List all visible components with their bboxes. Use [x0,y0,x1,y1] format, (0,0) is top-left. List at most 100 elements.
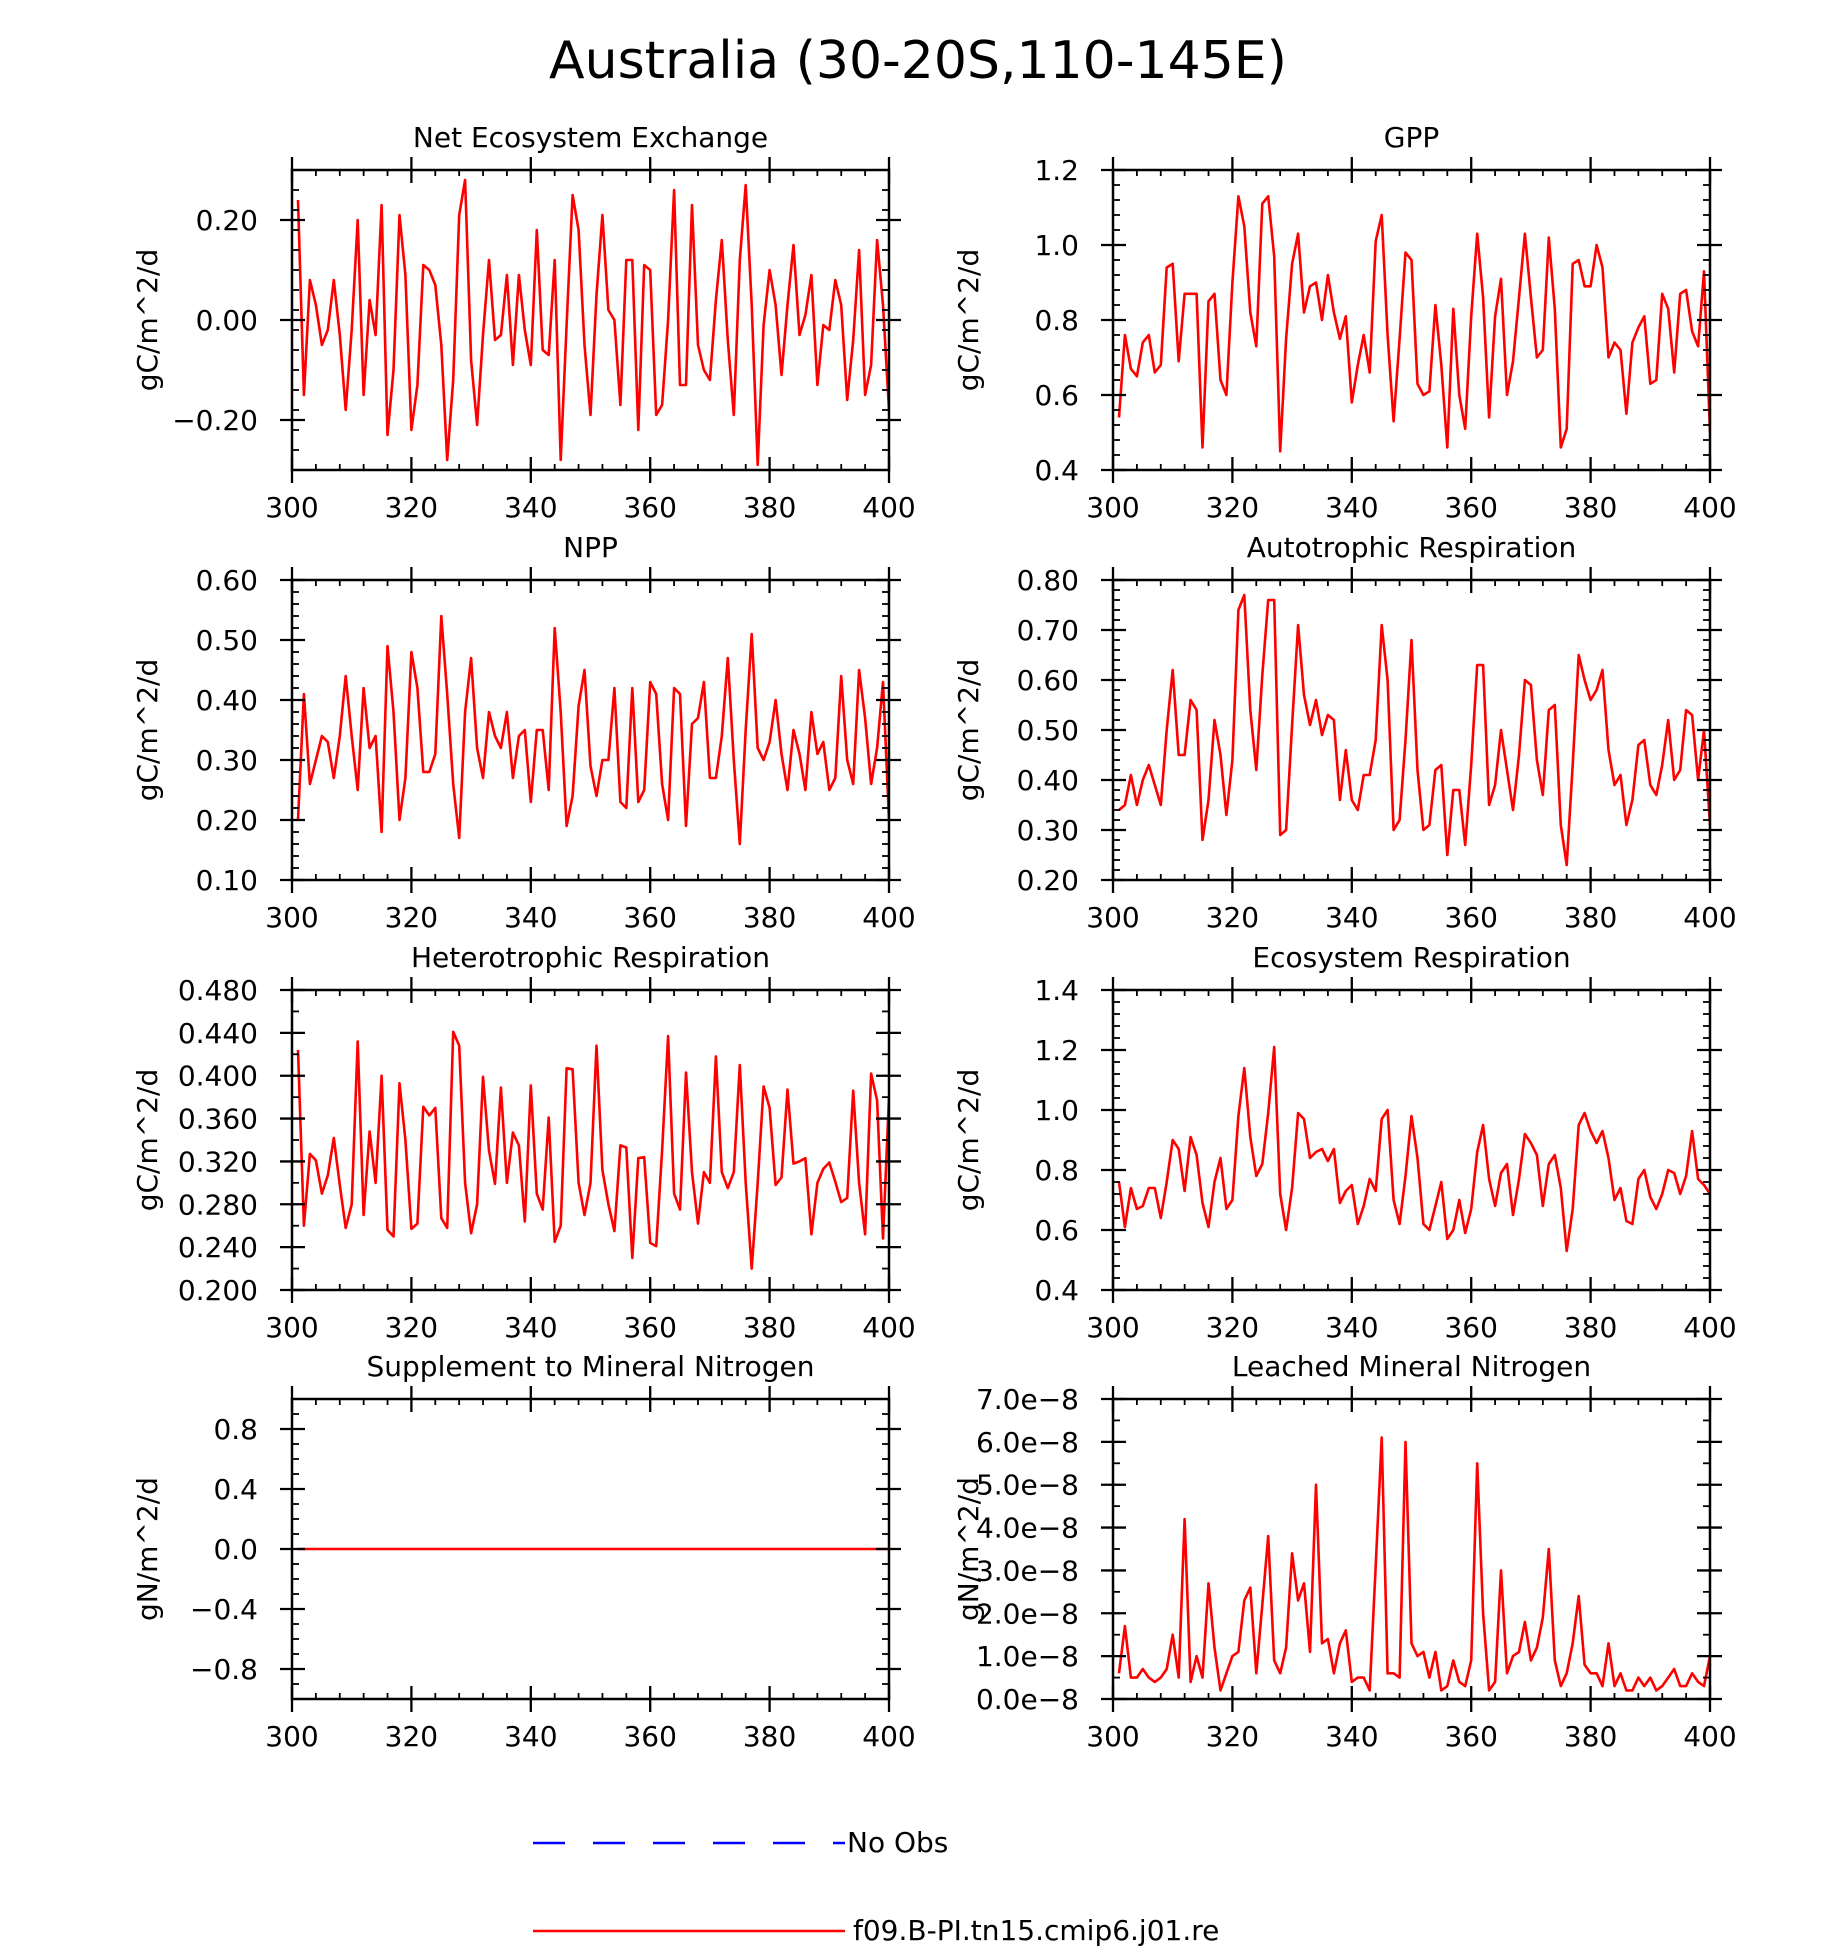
y-tick-label: 0.70 [1017,614,1079,647]
panel-leached-mineral-nitrogen: 300 320 340 360 380 400 0.0e−8 1.0e−8 2.0e−8 3.0e… [952,1350,1737,1753]
x-tick-label: 360 [1444,1311,1497,1344]
x-tick-label: 400 [862,901,915,934]
y-tick-label: 0.280 [178,1188,258,1221]
x-tick-label: 300 [1086,1720,1139,1753]
panel-net-ecosystem-exchange: 300 320 340 360 380 400 −0.20 0.00 0.20 Net Ecosy… [131,121,916,524]
y-tick-label: 0.80 [1017,564,1079,597]
panel-heterotrophic-respiration: 300 320 340 360 380 400 0.200 0.240 0.280 0.320 0.… [131,941,916,1344]
y-axis-label: gN/m^2/d [952,1477,985,1621]
x-tick-label: 400 [862,1720,915,1753]
x-tick-label: 340 [1325,491,1378,524]
y-tick-label: 0.6 [1034,379,1079,412]
panel-gpp: 300 320 340 360 380 400 0.4 0.6 0.8 1.0 1.2 GPP gC/m… [952,121,1737,524]
x-tick-label: 400 [862,1311,915,1344]
y-axis-label: gC/m^2/d [952,1069,985,1212]
y-tick-label: 0.30 [1017,814,1079,847]
x-tick-label: 340 [504,1720,557,1753]
y-tick-label: 0.20 [196,204,258,237]
y-tick-label: −0.20 [172,404,258,437]
panel-autotrophic-respiration: 300 320 340 360 380 400 0.20 0.30 0.40 0.50 0.60 0.… [952,531,1737,934]
panel-title: Heterotrophic Respiration [411,941,770,974]
x-tick-label: 380 [1564,1311,1617,1344]
x-tick-label: 340 [504,1311,557,1344]
y-tick-label: 1.0 [1034,229,1079,262]
y-tick-label: 0.8 [1034,304,1079,337]
figure-title: Australia (30-20S,110-145E) [549,31,1287,91]
y-tick-label: 1.0e−8 [976,1640,1079,1673]
y-tick-label: 0.00 [196,304,258,337]
series-line [296,1030,889,1270]
x-tick-label: 340 [1325,901,1378,934]
x-tick-label: 340 [1325,1311,1378,1344]
legend-label-model: f09.B-PI.tn15.cmip6.j01.re [853,1914,1219,1947]
y-tick-label: 1.0 [1034,1094,1079,1127]
x-tick-label: 320 [1206,1311,1259,1344]
x-tick-label: 400 [1683,1311,1736,1344]
x-tick-label: 320 [385,1720,438,1753]
legend: No Obs f09.B-PI.tn15.cmip6.j01.re [533,1826,1219,1947]
y-tick-label: 1.4 [1034,974,1079,1007]
y-tick-label: 2.0e−8 [976,1597,1079,1630]
y-tick-label: 0.200 [178,1274,258,1307]
y-tick-label: 5.0e−8 [976,1469,1079,1502]
series-line [296,614,889,846]
y-tick-label: 0.60 [196,564,258,597]
panel-ecosystem-respiration: 300 320 340 360 380 400 0.4 0.6 0.8 1.0 1.2 1.4 Ecos… [952,941,1737,1344]
y-axis-label: gC/m^2/d [952,249,985,392]
x-tick-label: 300 [265,1720,318,1753]
y-tick-label: 0.10 [196,864,258,897]
y-tick-label: 1.2 [1034,1034,1079,1067]
x-tick-label: 360 [623,491,676,524]
y-tick-label: 0.50 [196,624,258,657]
y-axis-label: gC/m^2/d [131,659,164,802]
y-tick-label: 0.4 [213,1473,258,1506]
panel-title: Supplement to Mineral Nitrogen [367,1350,815,1383]
y-tick-label: 0.8 [1034,1154,1079,1187]
x-tick-label: 400 [862,491,915,524]
x-tick-label: 400 [1683,491,1736,524]
y-tick-label: 0.400 [178,1060,258,1093]
plot-frame [1111,988,1712,1292]
series-line [1117,195,1710,453]
x-tick-label: 340 [1325,1720,1378,1753]
y-tick-label: 0.480 [178,974,258,1007]
y-tick-label: 0.320 [178,1145,258,1178]
panels: 300 320 340 360 380 400 −0.20 0.00 0.20 Net Ecosy… [131,121,1737,1753]
y-tick-label: 0.4 [1034,1274,1079,1307]
x-tick-label: 340 [504,901,557,934]
series-line [1117,1045,1710,1253]
x-tick-label: 380 [1564,491,1617,524]
x-tick-label: 360 [623,901,676,934]
panel-supplement-to-mineral-nitrogen: 300 320 340 360 380 400 −0.8 −0.4 0.0 0.4 0.8 Suppl… [131,1350,916,1753]
x-tick-label: 300 [1086,901,1139,934]
y-tick-label: 3.0e−8 [976,1554,1079,1587]
y-tick-label: −0.4 [190,1593,258,1626]
y-tick-label: 0.4 [1034,454,1079,487]
x-tick-label: 300 [265,491,318,524]
panel-title: Autotrophic Respiration [1247,531,1576,564]
x-tick-label: 320 [385,901,438,934]
series-line [1117,1436,1710,1692]
x-tick-label: 320 [1206,901,1259,934]
legend-label-no-obs: No Obs [847,1826,948,1859]
y-tick-label: 0.50 [1017,714,1079,747]
y-tick-label: 4.0e−8 [976,1512,1079,1545]
y-tick-label: 0.30 [196,744,258,777]
x-tick-label: 320 [1206,491,1259,524]
panel-title: NPP [563,531,618,564]
x-tick-label: 340 [504,491,557,524]
x-tick-label: 360 [1444,491,1497,524]
y-tick-label: 0.8 [213,1413,258,1446]
x-tick-label: 400 [1683,901,1736,934]
panel-title: Ecosystem Respiration [1252,941,1570,974]
y-axis-label: gC/m^2/d [952,659,985,802]
y-tick-label: 0.40 [196,684,258,717]
x-tick-label: 380 [743,491,796,524]
y-tick-label: 0.360 [178,1103,258,1136]
x-tick-label: 380 [743,1311,796,1344]
series-line [296,178,889,467]
y-tick-label: 6.0e−8 [976,1426,1079,1459]
y-axis-label: gN/m^2/d [131,1477,164,1621]
y-tick-label: 7.0e−8 [976,1383,1079,1416]
